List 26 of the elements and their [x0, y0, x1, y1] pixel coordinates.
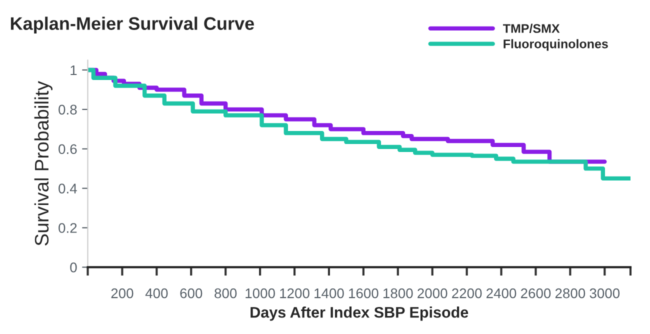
x-tick-label: 1600 [349, 288, 378, 298]
y-tick-label: 0.6 [58, 144, 77, 154]
y-tick-label: 1 [70, 65, 77, 76]
x-tick-label: 2000 [418, 288, 448, 298]
legend-label: Fluoroquinolones [504, 39, 608, 51]
x-tick-label: 400 [145, 288, 168, 298]
y-axis-title: Survival Probability [34, 81, 52, 246]
x-tick-label: 1800 [384, 288, 413, 298]
x-tick-label: 2800 [555, 288, 586, 298]
legend-label: TMP/SMX [503, 24, 560, 34]
y-tick-label: 0.8 [58, 104, 77, 115]
x-tick-label: 800 [214, 288, 237, 298]
chart-title: Kaplan-Meier Survival Curve [10, 16, 254, 34]
x-tick-label: 2600 [520, 288, 551, 298]
x-tick-label: 1000 [246, 288, 275, 298]
x-tick-label: 600 [180, 288, 202, 298]
y-tick-label: 0.4 [58, 184, 77, 194]
x-tick-label: 3000 [590, 288, 620, 298]
x-axis-title: Days After Index SBP Episode [250, 306, 468, 321]
y-tick-label: 0 [70, 262, 77, 272]
x-tick-label: 1400 [314, 288, 344, 298]
x-tick-label: 200 [111, 288, 134, 298]
x-tick-label: 2200 [452, 288, 482, 298]
y-tick-label: 0.2 [58, 223, 77, 233]
x-tick-label: 2400 [486, 288, 516, 298]
x-tick-label: 1200 [280, 288, 310, 298]
